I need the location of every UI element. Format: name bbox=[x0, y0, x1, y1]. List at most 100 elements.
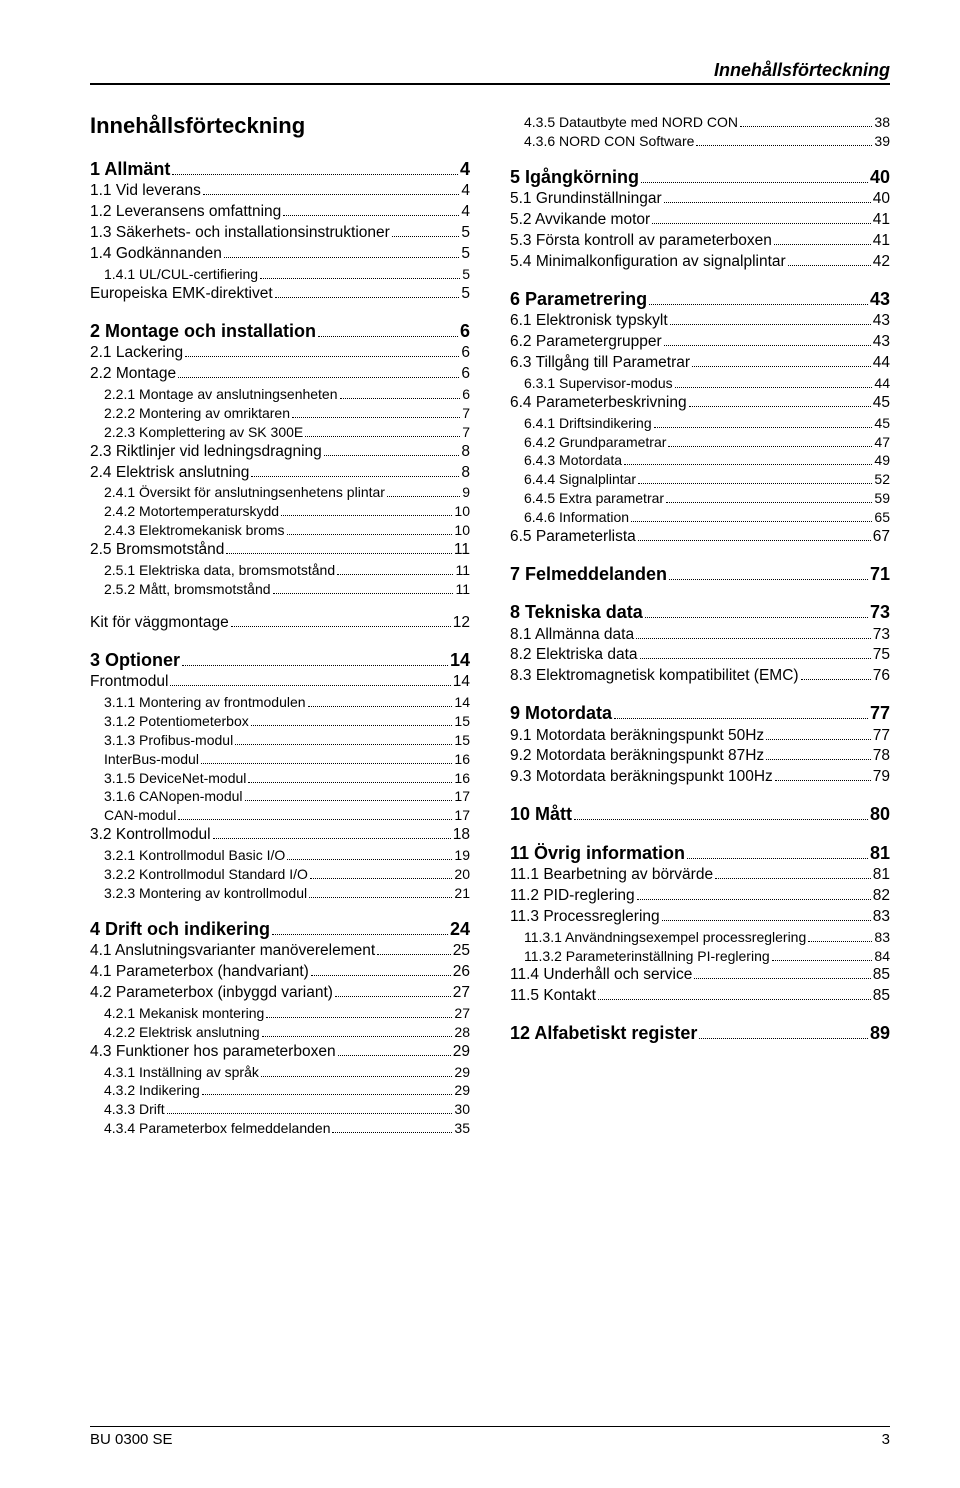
toc-entry: 4.2.2 Elektrisk anslutning28 bbox=[104, 1023, 470, 1042]
toc-leader-dots bbox=[337, 574, 453, 575]
toc-entry-label: 2.1 Lackering bbox=[90, 343, 183, 364]
toc-entry-page: 17 bbox=[454, 787, 470, 806]
toc-entry: 4.3.4 Parameterbox felmeddelanden35 bbox=[104, 1119, 470, 1138]
toc-leader-dots bbox=[631, 521, 872, 522]
toc-entry-page: 14 bbox=[453, 672, 470, 693]
toc-entry-page: 6 bbox=[462, 385, 470, 404]
toc-entry-page: 44 bbox=[873, 353, 890, 374]
footer-right: 3 bbox=[882, 1431, 890, 1448]
toc-leader-dots bbox=[272, 934, 448, 935]
toc-leader-dots bbox=[392, 236, 460, 237]
toc-entry-page: 10 bbox=[454, 502, 470, 521]
toc-entry-label: 4.2.1 Mekanisk montering bbox=[104, 1004, 264, 1023]
toc-entry-label: 8.1 Allmänna data bbox=[510, 625, 634, 646]
toc-leader-dots bbox=[170, 685, 450, 686]
toc-leader-dots bbox=[231, 626, 451, 627]
toc-entry: 2.2 Montage6 bbox=[90, 364, 470, 385]
toc-entry: 6.4.5 Extra parametrar59 bbox=[524, 489, 890, 508]
toc-leader-dots bbox=[224, 257, 460, 258]
toc-entry-page: 8 bbox=[461, 442, 470, 463]
toc-entry-page: 81 bbox=[873, 865, 890, 886]
toc-entry-page: 43 bbox=[873, 311, 890, 332]
toc-entry-label: 6.1 Elektronisk typskylt bbox=[510, 311, 668, 332]
toc-entry: 9.2 Motordata beräkningspunkt 87Hz78 bbox=[510, 746, 890, 767]
toc-entry-page: 71 bbox=[870, 562, 890, 586]
toc-entry-label: 3 Optioner bbox=[90, 648, 180, 672]
toc-entry-label: 2.5.1 Elektriska data, bromsmotstånd bbox=[104, 561, 335, 580]
toc-entry-label: 5.4 Minimalkonfiguration av signalplinta… bbox=[510, 252, 786, 273]
toc-entry-label: 11.1 Bearbetning av börvärde bbox=[510, 865, 713, 886]
toc-leader-dots bbox=[245, 800, 453, 801]
toc-entry: 2.4.1 Översikt för anslutningsenhetens p… bbox=[104, 483, 470, 502]
toc-leader-dots bbox=[662, 920, 871, 921]
toc-leader-dots bbox=[775, 780, 871, 781]
toc-entry: 11.4 Underhåll och service85 bbox=[510, 965, 890, 986]
toc-leader-dots bbox=[766, 759, 871, 760]
toc-entry-page: 82 bbox=[873, 886, 890, 907]
toc-entry: 2.2.1 Montage av anslutningsenheten 6 bbox=[104, 385, 470, 404]
toc-leader-dots bbox=[774, 244, 871, 245]
toc-entry-label: 10 Mått bbox=[510, 802, 572, 826]
toc-entry: 3.1.5 DeviceNet-modul16 bbox=[104, 769, 470, 788]
toc-entry: 6.2 Parametergrupper43 bbox=[510, 332, 890, 353]
toc-entry-label: 2.4.2 Motortemperaturskydd bbox=[104, 502, 279, 521]
toc-leader-dots bbox=[178, 377, 459, 378]
toc-entry: 3.1.6 CANopen-modul17 bbox=[104, 787, 470, 806]
toc-entry: 11.5 Kontakt85 bbox=[510, 986, 890, 1007]
toc-entry-label: 11.3.1 Användningsexempel processregleri… bbox=[524, 928, 806, 947]
toc-entry-label: 6.4.6 Information bbox=[524, 508, 629, 527]
toc-entry-label: 4.3.1 Inställning av språk bbox=[104, 1063, 259, 1082]
toc-entry: 6.4.3 Motordata49 bbox=[524, 451, 890, 470]
toc-entry: 11.1 Bearbetning av börvärde 81 bbox=[510, 865, 890, 886]
toc-entry-label: 2.2.1 Montage av anslutningsenheten bbox=[104, 385, 338, 404]
toc-entry: 6.1 Elektronisk typskylt 43 bbox=[510, 311, 890, 332]
toc-leader-dots bbox=[377, 954, 451, 955]
toc-entry-label: 4.2.2 Elektrisk anslutning bbox=[104, 1023, 260, 1042]
toc-leader-dots bbox=[675, 387, 873, 388]
toc-entry-label: 3.2.1 Kontrollmodul Basic I/O bbox=[104, 846, 285, 865]
toc-entry-page: 41 bbox=[873, 231, 890, 252]
toc-entry: 6.4.6 Information 65 bbox=[524, 508, 890, 527]
toc-entry-page: 15 bbox=[454, 731, 470, 750]
toc-entry-label: 3.1.2 Potentiometerbox bbox=[104, 712, 249, 731]
toc-entry-page: 24 bbox=[450, 917, 470, 941]
toc-entry-label: 4.3.4 Parameterbox felmeddelanden bbox=[104, 1119, 330, 1138]
toc-entry: 6.4.4 Signalplintar52 bbox=[524, 470, 890, 489]
toc-entry-label: 9 Motordata bbox=[510, 701, 612, 725]
toc-entry: 5.2 Avvikande motor41 bbox=[510, 210, 890, 231]
toc-entry-page: 67 bbox=[873, 527, 890, 548]
toc-entry-label: 8 Tekniska data bbox=[510, 600, 643, 624]
toc-entry-page: 65 bbox=[874, 508, 890, 527]
toc-leader-dots bbox=[310, 878, 453, 879]
toc-entry-label: 6.4.4 Signalplintar bbox=[524, 470, 636, 489]
toc-entry: 1 Allmänt4 bbox=[90, 157, 470, 181]
toc-entry-label: 4.1 Parameterbox (handvariant) bbox=[90, 962, 309, 983]
toc-leader-dots bbox=[666, 502, 872, 503]
toc-leader-dots bbox=[654, 427, 873, 428]
page-header: Innehållsförteckning bbox=[90, 60, 890, 85]
toc-entry-label: 4.3.6 NORD CON Software bbox=[524, 132, 694, 151]
toc-entry-page: 83 bbox=[873, 907, 890, 928]
toc-leader-dots bbox=[772, 960, 873, 961]
toc-entry-page: 84 bbox=[874, 947, 890, 966]
toc-entry: 4.3.3 Drift30 bbox=[104, 1100, 470, 1119]
toc-entry-page: 16 bbox=[454, 769, 470, 788]
toc-entry: 2.4.3 Elektromekanisk broms10 bbox=[104, 521, 470, 540]
toc-entry-page: 45 bbox=[874, 414, 890, 433]
toc-leader-dots bbox=[273, 593, 454, 594]
toc-leader-dots bbox=[574, 819, 868, 820]
toc-leader-dots bbox=[670, 324, 871, 325]
toc-entry: 11.3 Processreglering83 bbox=[510, 907, 890, 928]
footer-left: BU 0300 SE bbox=[90, 1431, 173, 1448]
toc-entry-label: 3.2.2 Kontrollmodul Standard I/O bbox=[104, 865, 308, 884]
toc-entry: 4.3.2 Indikering29 bbox=[104, 1081, 470, 1100]
toc-entry-page: 49 bbox=[874, 451, 890, 470]
toc-entry: 3.1.2 Potentiometerbox15 bbox=[104, 712, 470, 731]
toc-entry-page: 29 bbox=[453, 1042, 470, 1063]
toc-entry: 3.1.1 Montering av frontmodulen14 bbox=[104, 693, 470, 712]
toc-entry-page: 81 bbox=[870, 841, 890, 865]
toc-entry-label: 2.2.2 Montering av omriktaren bbox=[104, 404, 290, 423]
toc-entry-page: 10 bbox=[454, 521, 470, 540]
toc-entry-label: 4.3 Funktioner hos parameterboxen bbox=[90, 1042, 336, 1063]
toc-entry: 3.1.3 Profibus-modul15 bbox=[104, 731, 470, 750]
